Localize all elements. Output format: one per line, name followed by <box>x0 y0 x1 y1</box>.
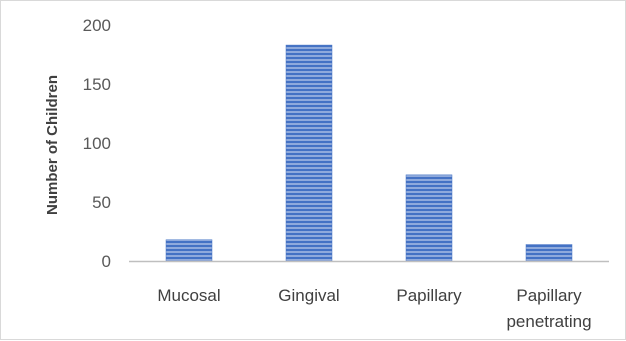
y-tick-label: 0 <box>102 252 111 271</box>
x-category-label-line: Gingival <box>278 286 339 305</box>
y-tick-label: 100 <box>83 134 111 153</box>
x-category-label: Gingival <box>278 286 339 305</box>
bar-mucosal <box>165 239 213 262</box>
y-tick-label: 50 <box>92 193 111 212</box>
bar-papillary-penetrating <box>525 244 573 262</box>
x-category-label: Papillary penetrating <box>506 286 591 331</box>
x-category-labels: Mucosal Gingival Papillary Papillary penetra… <box>157 286 591 331</box>
x-category-label-line: Papillary <box>516 286 582 305</box>
bar-papillary <box>405 174 453 262</box>
bar-gingival <box>285 44 333 262</box>
x-category-label-line: Mucosal <box>157 286 220 305</box>
x-category-label: Mucosal <box>157 286 220 305</box>
y-tick-labels: 0 50 100 150 200 <box>83 16 111 271</box>
y-tick-label: 150 <box>83 75 111 94</box>
x-category-label-line: Papillary <box>396 286 462 305</box>
x-category-label: Papillary <box>396 286 462 305</box>
bars <box>165 44 573 262</box>
y-tick-label: 200 <box>83 16 111 35</box>
x-category-label-line: penetrating <box>506 312 591 331</box>
y-axis-label: Number of Children <box>44 75 61 215</box>
